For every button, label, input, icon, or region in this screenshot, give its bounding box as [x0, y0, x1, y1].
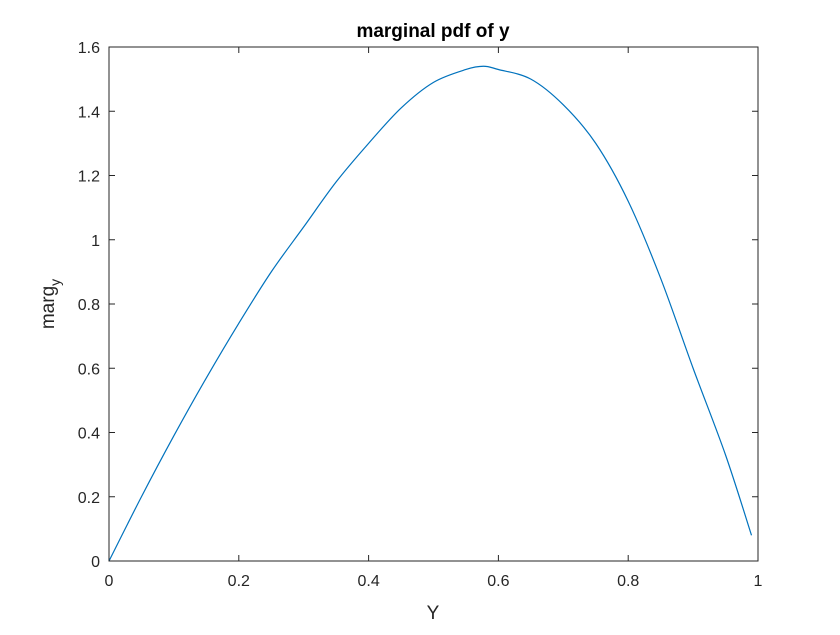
y-tick-label: 0.6 — [78, 361, 100, 378]
x-tick-label: 0.2 — [228, 573, 250, 590]
x-tick-label: 1 — [754, 573, 763, 590]
y-tick-labels: 0 0.2 0.4 0.6 0.8 1 1.2 1.4 1.6 — [78, 40, 100, 571]
x-tick-label: 0.8 — [617, 573, 639, 590]
y-tick-label: 0 — [91, 554, 100, 571]
x-tick-labels: 0 0.2 0.4 0.6 0.8 1 — [105, 573, 763, 590]
y-axis-title-subscript: y — [47, 279, 63, 286]
plot-area-frame — [108, 46, 759, 562]
plot-area-background — [109, 47, 758, 561]
y-tick-label: 1 — [91, 233, 100, 250]
y-tick-label: 1.4 — [78, 104, 100, 121]
chart-title: marginal pdf of y — [356, 21, 510, 42]
y-tick-label: 1.6 — [78, 40, 100, 57]
series-line — [108, 65, 753, 562]
y-tick-label: 0.4 — [78, 426, 100, 443]
y-axis-title-main: marg — [38, 286, 59, 329]
y-tick-label: 1.2 — [78, 169, 100, 186]
y-tick-label: 0.2 — [78, 490, 100, 507]
y-tick-label: 0.8 — [78, 297, 100, 314]
y-axis-title: margy — [38, 279, 63, 329]
x-tick-label: 0.4 — [357, 573, 379, 590]
x-tick-label: 0.6 — [487, 573, 509, 590]
x-tick-label: 0 — [105, 573, 114, 590]
x-axis-title: Y — [427, 603, 440, 624]
series-group — [108, 65, 753, 562]
